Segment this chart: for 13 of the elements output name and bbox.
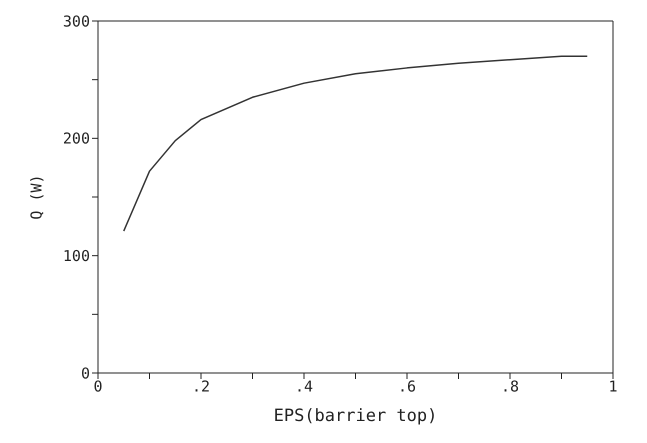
y-tick-label: 100 (62, 246, 90, 265)
line-series (123, 55, 588, 232)
x-tick-label: .4 (294, 378, 314, 396)
y-tick-label: 200 (62, 130, 90, 148)
x-tick-label: 1 (608, 378, 618, 396)
y-tick-label: 0 (80, 364, 90, 382)
y-tick-label: 300 (62, 12, 90, 30)
x-axis-title: EPS(barrier top) (274, 406, 438, 426)
x-tick-label: 0 (93, 378, 103, 396)
x-tick-label: .8 (500, 378, 520, 396)
x-tick-label: .2 (192, 378, 210, 396)
x-tick-label: .6 (398, 378, 416, 396)
y-axis-title: Q (W) (27, 174, 46, 220)
